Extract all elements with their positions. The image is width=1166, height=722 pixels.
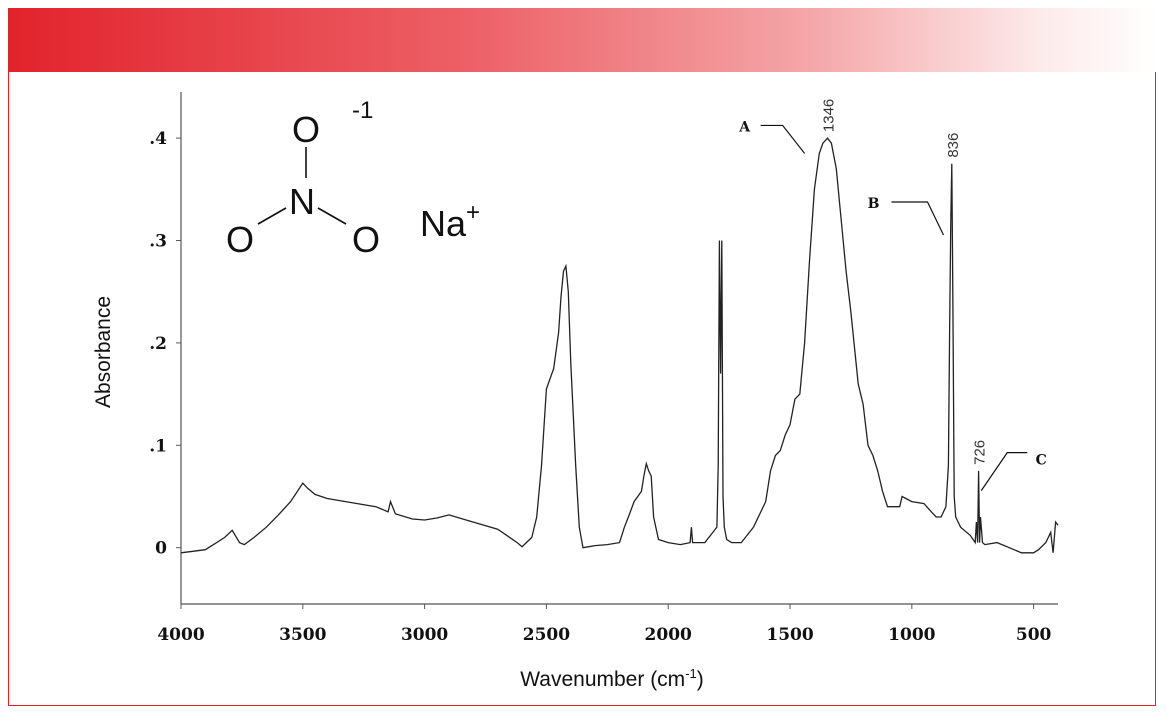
header-banner: [8, 8, 1158, 72]
x-tick-label: 500: [1016, 625, 1052, 645]
x-tick-label: 1500: [766, 625, 813, 645]
counter-ion: Na+: [420, 199, 480, 244]
axes: [180, 92, 1058, 605]
x-axis-label: Wavenumber (cm-1): [520, 666, 704, 691]
bond-right: [317, 207, 347, 225]
y-tick-label: .2: [149, 334, 167, 354]
x-tick-label: 4000: [157, 625, 204, 645]
x-tick-label: 3500: [279, 625, 326, 645]
annotation-label: B: [868, 196, 880, 212]
peak-label: 1346: [821, 99, 838, 132]
x-tick-label: 2500: [523, 625, 570, 645]
peak-label: 836: [945, 133, 962, 158]
charge-label: -1: [352, 97, 373, 124]
annotation-leader: [891, 201, 945, 236]
annotations: A B C: [738, 119, 1047, 491]
x-tick-label: 1000: [888, 625, 935, 645]
x-tick-label: 3000: [401, 625, 448, 645]
annotation-label: A: [738, 119, 751, 135]
x-tick-label: 2000: [645, 625, 692, 645]
y-tick-label: 0: [155, 539, 167, 559]
nitrate-structure: O -1 N O O Na+: [226, 97, 480, 260]
atom-n-center: N: [289, 181, 315, 222]
y-tick-label: .4: [149, 129, 167, 149]
y-tick-label: .1: [149, 436, 167, 456]
chart-frame: [8, 72, 1156, 706]
atom-o-right: O: [352, 219, 380, 260]
atom-o-left: O: [226, 219, 254, 260]
spectrum-line: [180, 137, 1059, 554]
y-ticks: 0 .1 .2 .3 .4: [149, 129, 181, 559]
annotation-leader: [980, 452, 1028, 491]
x-ticks: 4000 3500 3000 2500 2000 1500 1000 500: [157, 604, 1052, 645]
peak-label: 726: [972, 440, 989, 465]
annotation-leader: [760, 124, 806, 154]
peak-labels: 1346 836 726: [821, 99, 989, 465]
annotation-label: C: [1036, 453, 1047, 469]
y-axis-label: Absorbance: [92, 296, 115, 408]
y-tick-label: .3: [149, 231, 167, 251]
bond-left: [257, 207, 287, 225]
atom-o-top: O: [292, 109, 320, 150]
